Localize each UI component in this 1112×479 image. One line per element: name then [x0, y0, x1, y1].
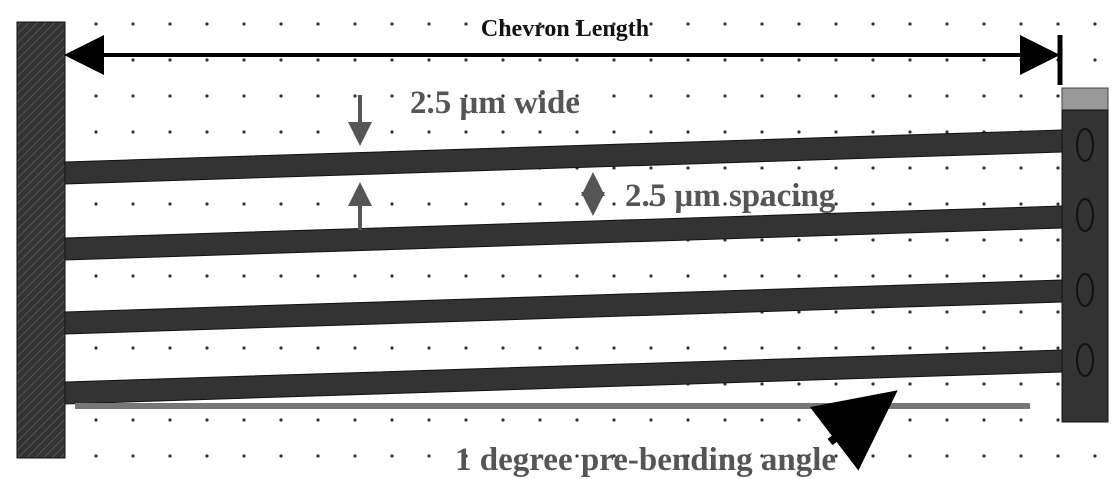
spacing-label: 2.5 μm spacing — [625, 178, 836, 214]
title: Chevron Length — [481, 16, 649, 42]
angle-label: 1 degree pre-bending angle — [455, 442, 836, 478]
width-label: 2.5 μm wide — [410, 85, 580, 121]
angle-arrow — [809, 390, 898, 471]
beams — [64, 129, 1063, 405]
left-anchor — [16, 21, 66, 459]
right-cap — [1061, 87, 1109, 111]
anchor-holes — [1076, 128, 1094, 377]
reference-line — [75, 403, 1030, 409]
